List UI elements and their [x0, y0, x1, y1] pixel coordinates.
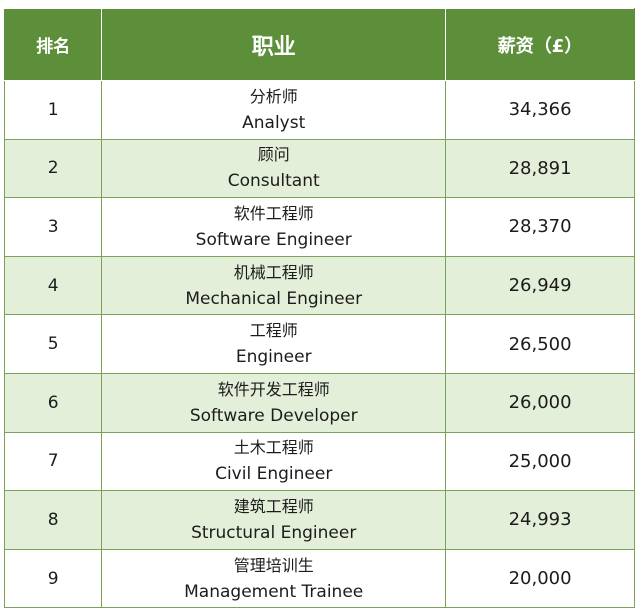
- table-row: 4 机械工程师 Mechanical Engineer 26,949: [3, 255, 635, 316]
- job-cell: 工程师 Engineer: [101, 314, 447, 374]
- salary-cell: 28,891: [445, 138, 635, 199]
- job-name-zh: 分析师: [249, 86, 298, 106]
- job-name-zh: 软件工程师: [233, 203, 314, 223]
- job-cell: 土木工程师 Civil Engineer: [101, 431, 447, 492]
- rank-cell: 3: [3, 197, 103, 257]
- rank-cell: 5: [3, 314, 103, 374]
- table-row: 9 管理培训生 Management Trainee 20,000: [3, 548, 635, 609]
- job-cell: 管理培训生 Management Trainee: [101, 548, 447, 609]
- job-cell: 顾问 Consultant: [101, 138, 447, 199]
- job-cell: 建筑工程师 Structural Engineer: [101, 490, 447, 550]
- job-name-en: Analyst: [242, 112, 306, 133]
- job-name-en: Structural Engineer: [191, 522, 357, 543]
- header-job: 职业: [101, 8, 447, 81]
- job-name-zh: 建筑工程师: [233, 496, 314, 516]
- salary-cell: 20,000: [445, 548, 635, 609]
- table-row: 7 土木工程师 Civil Engineer 25,000: [3, 431, 635, 492]
- job-name-en: Management Trainee: [184, 581, 364, 602]
- rank-cell: 6: [3, 372, 103, 433]
- job-name-en: Mechanical Engineer: [185, 288, 363, 309]
- job-name-zh: 软件开发工程师: [217, 379, 330, 399]
- job-name-en: Engineer: [235, 347, 312, 368]
- salary-cell: 28,370: [445, 197, 635, 257]
- salary-cell: 34,366: [445, 80, 635, 140]
- job-cell: 软件工程师 Software Engineer: [101, 197, 447, 257]
- job-name-zh: 土木工程师: [233, 438, 314, 458]
- header-salary: 薪资（£）: [445, 8, 635, 81]
- job-name-zh: 顾问: [257, 145, 290, 165]
- table-body: 1 分析师 Analyst 34,366 2 顾问 Consultant 28,891 3 软件工…: [3, 80, 635, 609]
- header-rank: 排名: [3, 8, 103, 81]
- table-row: 8 建筑工程师 Structural Engineer 24,993: [3, 490, 635, 550]
- rank-cell: 8: [3, 490, 103, 550]
- rank-cell: 7: [3, 431, 103, 492]
- job-name-en: Civil Engineer: [215, 464, 333, 485]
- job-name-zh: 机械工程师: [233, 262, 314, 282]
- salary-cell: 25,000: [445, 431, 635, 492]
- job-name-zh: 工程师: [249, 321, 298, 341]
- rank-cell: 2: [3, 138, 103, 199]
- table-row: 3 软件工程师 Software Engineer 28,370: [3, 197, 635, 257]
- job-name-en: Software Engineer: [195, 229, 352, 250]
- table-row: 5 工程师 Engineer 26,500: [3, 314, 635, 374]
- rank-cell: 4: [3, 255, 103, 316]
- job-name-zh: 管理培训生: [233, 555, 314, 575]
- table-row: 2 顾问 Consultant 28,891: [3, 138, 635, 199]
- header-row: 排名 职业 薪资（£）: [3, 8, 635, 81]
- job-cell: 分析师 Analyst: [101, 80, 447, 140]
- salary-cell: 24,993: [445, 490, 635, 550]
- salary-cell: 26,949: [445, 255, 635, 316]
- job-cell: 机械工程师 Mechanical Engineer: [101, 255, 447, 316]
- salary-cell: 26,000: [445, 372, 635, 433]
- job-name-en: Consultant: [227, 171, 320, 192]
- rank-cell: 1: [3, 80, 103, 140]
- salary-table-container: 排名 职业 薪资（£） 1 分析师 Analyst 34,366 2 顾问 Consulta…: [3, 8, 635, 609]
- salary-ranking-table: 排名 职业 薪资（£） 1 分析师 Analyst 34,366 2 顾问 Consulta…: [3, 8, 635, 609]
- job-cell: 软件开发工程师 Software Developer: [101, 372, 447, 433]
- table-header: 排名 职业 薪资（£）: [3, 8, 635, 81]
- rank-cell: 9: [3, 548, 103, 609]
- table-row: 6 软件开发工程师 Software Developer 26,000: [3, 372, 635, 433]
- table-row: 1 分析师 Analyst 34,366: [3, 80, 635, 140]
- job-name-en: Software Developer: [189, 405, 358, 426]
- salary-cell: 26,500: [445, 314, 635, 374]
